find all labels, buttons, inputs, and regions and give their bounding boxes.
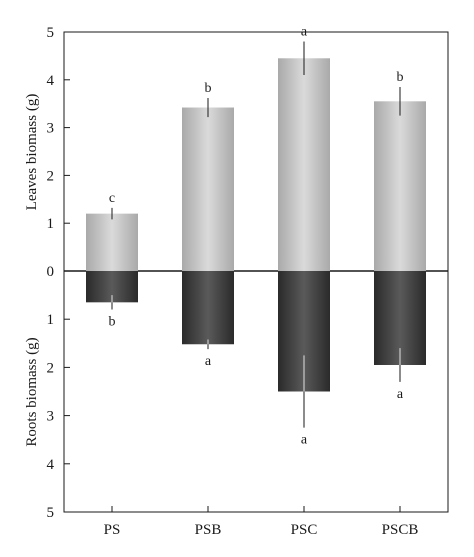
sig-label-leaves-ps: c xyxy=(109,191,115,206)
y-tick-label-bottom-4: 5 xyxy=(47,505,55,521)
sig-label-leaves-pscb: b xyxy=(397,70,404,85)
plot-frame xyxy=(63,31,449,513)
y-tick-label-bottom-3: 4 xyxy=(47,457,55,473)
y-axis-label-roots: Roots biomass (g) xyxy=(24,337,40,446)
bar-leaves-ps xyxy=(86,213,138,271)
y-tick-label-top-1: 1 xyxy=(47,216,55,232)
y-axis-label-leaves: Leaves biomass (g) xyxy=(24,94,40,211)
y-tick-label-top-4: 4 xyxy=(47,73,55,89)
category-label-psb: PSB xyxy=(195,522,222,538)
y-tick-label-bottom-2: 3 xyxy=(47,409,55,425)
category-labels: PS PSB PSC PSCB xyxy=(104,506,419,538)
significance-labels: c b b a a a b a xyxy=(109,25,404,448)
bars xyxy=(86,58,426,392)
sig-label-leaves-psb: b xyxy=(205,81,212,96)
y-tick-label-top-5: 5 xyxy=(47,25,55,41)
category-label-ps: PS xyxy=(104,522,121,538)
y-tick-label-top-3: 3 xyxy=(47,121,55,137)
sig-label-roots-ps: b xyxy=(109,315,116,330)
y-tick-label-top-2: 2 xyxy=(47,168,55,184)
bar-leaves-psc xyxy=(278,58,330,271)
y-tick-label-bottom-1: 2 xyxy=(47,360,55,376)
bar-roots-psb xyxy=(182,271,234,345)
error-bars xyxy=(111,41,401,428)
y-axis-ticks: 0 1 2 3 4 5 1 2 3 4 5 xyxy=(47,25,70,521)
sig-label-leaves-psc: a xyxy=(301,25,308,40)
category-label-psc: PSC xyxy=(291,522,318,538)
sig-label-roots-pscb: a xyxy=(397,387,404,402)
y-tick-label-top-0: 0 xyxy=(47,264,55,280)
bar-leaves-psb xyxy=(182,107,234,271)
sig-label-roots-psb: a xyxy=(205,354,212,369)
y-tick-label-bottom-0: 1 xyxy=(47,312,55,328)
bar-leaves-pscb xyxy=(374,101,426,271)
category-label-pscb: PSCB xyxy=(382,522,419,538)
sig-label-roots-psc: a xyxy=(301,433,308,448)
